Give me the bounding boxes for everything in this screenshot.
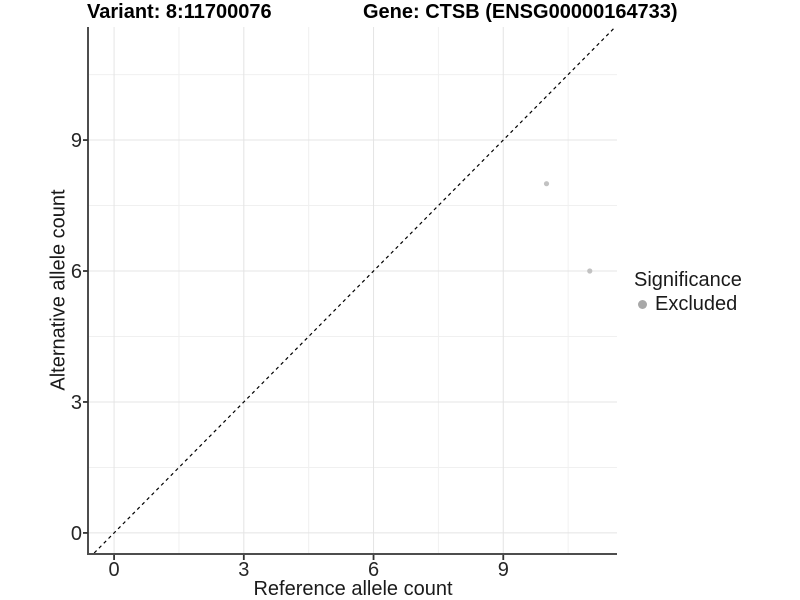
data-point: [587, 268, 593, 274]
y-tick-label: 9: [71, 130, 82, 152]
legend-item-label: Excluded: [655, 293, 738, 315]
y-tick-label: 6: [71, 261, 82, 283]
legend-title: Significance: [634, 269, 742, 291]
x-tick-label: 9: [498, 559, 509, 581]
x-tick-label: 0: [109, 559, 120, 581]
y-tick-label: 3: [71, 392, 82, 414]
y-tick-label: 0: [71, 523, 82, 545]
x-axis-title: Reference allele count: [253, 578, 453, 600]
identity-reference-line: [93, 26, 616, 554]
y-axis-title: Alternative allele count: [47, 189, 70, 391]
legend-key-dot: [638, 299, 647, 309]
x-tick-label: 6: [368, 559, 379, 581]
legend-item-excluded: Excluded: [634, 293, 742, 315]
data-point: [543, 181, 550, 187]
plot-title-variant: Variant: 8:11700076: [87, 1, 272, 23]
x-tick-label: 3: [238, 559, 249, 581]
legend: Significance Excluded: [634, 269, 742, 315]
plot-title-gene: Gene: CTSB (ENSG00000164733): [363, 1, 678, 23]
